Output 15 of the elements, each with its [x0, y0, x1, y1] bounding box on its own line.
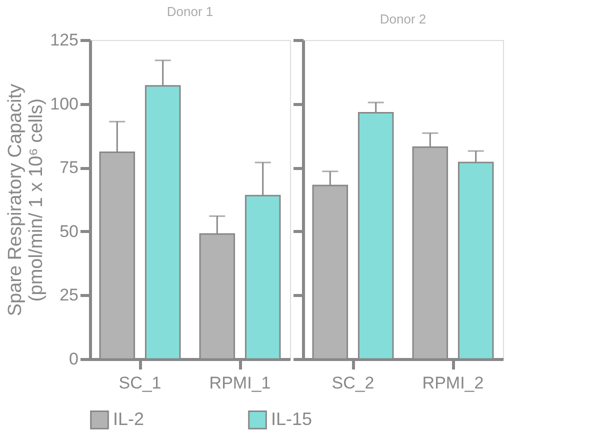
y-tick-label: 75 [60, 158, 78, 178]
y-tick-label: 50 [60, 222, 78, 241]
y-tick-label: 100 [50, 94, 78, 114]
y-axis-title: Spare Respiratory Capacity (pmol/min/ 1 x 10⁶ cells) [5, 83, 48, 316]
chart-title: Donor 2 [380, 12, 426, 26]
legend-label: IL-15 [271, 408, 312, 429]
x-tick-label: SC_1 [118, 374, 162, 392]
x-tick-label: RPMI_1 [209, 374, 271, 392]
y-tick-label: 0 [69, 350, 78, 368]
y-tick-label: 125 [50, 30, 78, 50]
chart-title: Donor 1 [166, 4, 214, 19]
y-tick-label: 25 [60, 286, 78, 305]
x-tick-label: RPMI_2 [422, 374, 484, 392]
x-tick-label: SC_2 [332, 374, 374, 392]
legend-label: IL-2 [113, 408, 144, 429]
